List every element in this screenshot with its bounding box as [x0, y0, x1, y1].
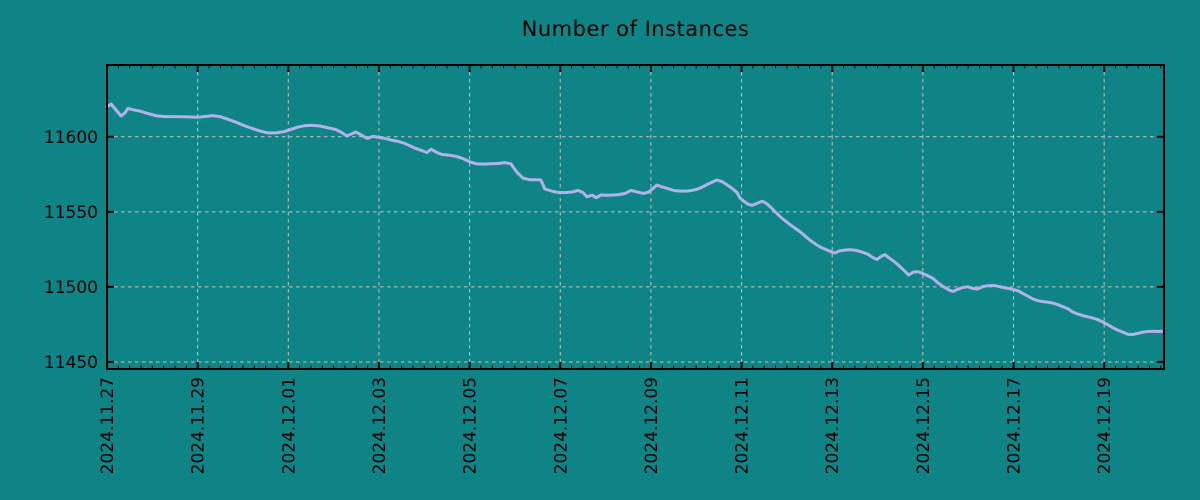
x-tick-label: 2024.12.13	[823, 377, 843, 474]
x-tick-label: 2024.12.03	[370, 377, 390, 474]
x-tick-label: 2024.11.27	[98, 377, 118, 474]
x-tick-label: 2024.12.19	[1095, 377, 1115, 474]
x-tick-label: 2024.12.05	[461, 377, 481, 474]
x-tick-label: 2024.11.29	[189, 377, 209, 474]
chart-title: Number of Instances	[521, 17, 750, 41]
data-line	[105, 102, 1165, 336]
y-tick-label: 11500	[44, 278, 98, 298]
plot-border	[106, 64, 1165, 370]
x-tick-label: 2024.12.01	[279, 377, 299, 474]
x-tick-label: 2024.12.15	[914, 377, 934, 474]
y-tick-label: 11550	[44, 203, 98, 223]
y-tick-label: 11600	[44, 128, 98, 148]
x-tick-label: 2024.12.07	[551, 377, 571, 474]
x-tick-label: 2024.12.17	[1005, 377, 1025, 474]
y-tick-label: 11450	[44, 353, 98, 373]
x-tick-label: 2024.12.11	[733, 377, 753, 474]
x-tick-label: 2024.12.09	[642, 377, 662, 474]
